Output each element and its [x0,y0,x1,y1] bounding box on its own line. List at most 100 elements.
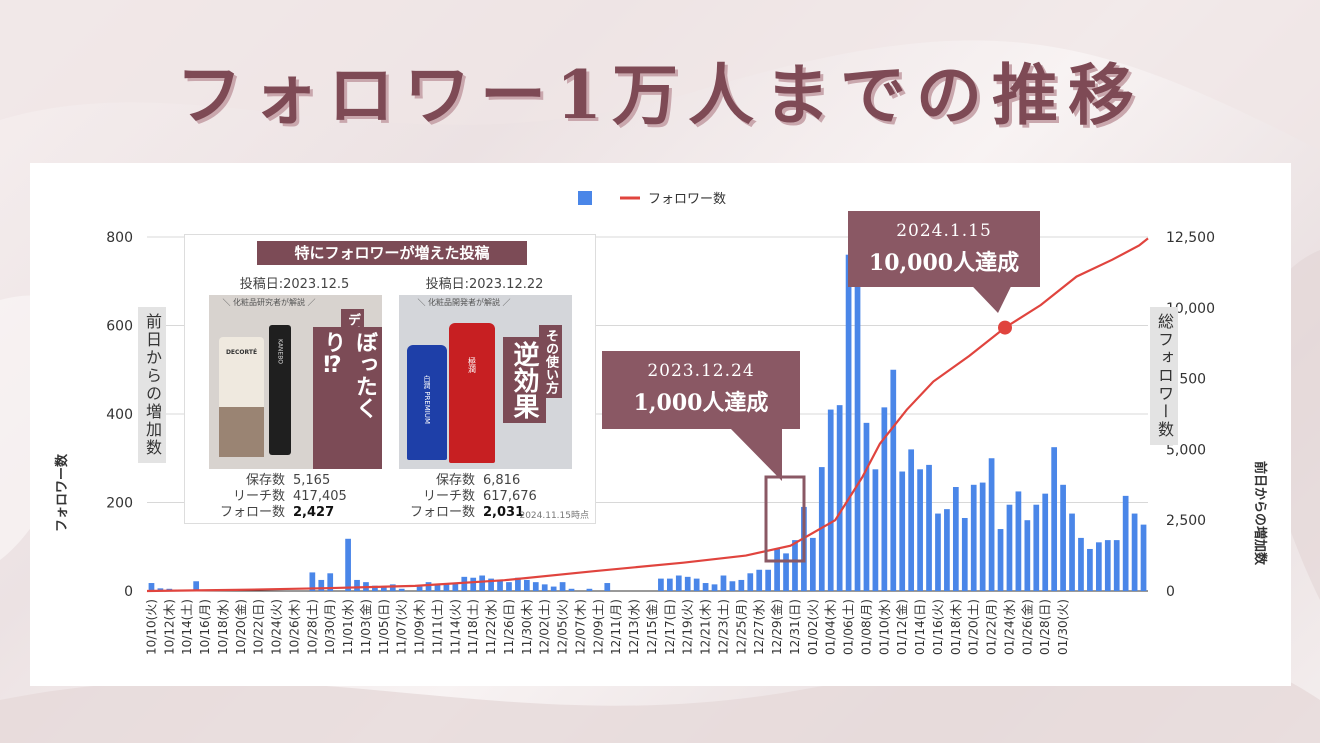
stat-row: 保存数 5,165 [207,473,387,489]
page-title: フォロワー1万人までの推移 [176,56,1144,134]
bar [148,583,155,591]
bar [729,581,736,591]
bar [881,407,888,591]
right-tick-label: 0 [1166,584,1175,600]
bar [425,582,432,591]
bar [952,487,959,591]
bar [443,584,450,591]
bar [944,509,950,591]
top-posts-inset: 特にフォロワーが増えた投稿 投稿日:2023.12.5 ＼ 化粧品研究者が解説 … [184,234,596,524]
stat-key: リーチ数 [422,489,475,504]
right-axis-title: 前日からの増加数 [1252,461,1268,566]
stat-value: 6,816 [483,473,521,488]
x-tick-label: 12/19(火) [681,599,695,655]
bar [675,575,682,591]
bar [193,581,200,591]
bar [568,588,575,591]
x-tick-label: 12/05(火) [556,599,570,655]
post-date: 投稿日:2023.12.22 [425,277,544,292]
bar [309,572,316,591]
left-tick-label: 0 [124,584,133,600]
stat-value: 617,676 [483,489,537,504]
x-tick-label: 11/18(土) [466,599,480,655]
x-tick-label: 01/22(月) [985,599,999,655]
bar [1069,513,1075,591]
bar [917,469,923,591]
left-axis-title: フォロワー数 [54,453,70,532]
x-tick-label: 12/27(水) [752,599,766,655]
legend-line-label: フォロワー数 [648,192,726,207]
product-brand-2: 極潤 [467,357,477,373]
product-brand: 白潤 PREMIUM [423,375,431,424]
bar [372,585,378,591]
x-tick-label: 12/25(月) [734,599,748,655]
x-tick-label: 12/23(土) [716,599,730,655]
product-brand: DECORTÉ [225,349,258,356]
x-tick-label: 12/21(木) [699,599,713,655]
bar [1015,491,1022,591]
bar [997,529,1004,591]
bar [380,586,387,591]
x-tick-label: 11/14(火) [448,599,462,655]
bar [774,548,780,591]
left-tick-label: 400 [106,407,133,423]
product-bottle-blue-icon: 白潤 PREMIUM [407,345,447,460]
bar [979,482,986,591]
x-tick-label: 01/18(木) [949,599,963,655]
bar [747,573,754,591]
bar [836,405,843,591]
x-tick-label: 11/30(木) [520,599,534,655]
stat-value: 417,405 [293,489,347,504]
bar [845,254,852,591]
post-caption: ＼ 化粧品研究者が解説 ／ [222,298,316,307]
stat-key: 保存数 [435,473,475,488]
bar [1042,493,1049,591]
product-brand-2: KANEBO [276,339,284,364]
bar [872,469,879,591]
bar [550,586,557,591]
bar [854,270,861,591]
callout-10000-text: 10,000人達成 [868,250,1020,276]
callout-1000: 2023.12.24 1,000人達成 [602,351,800,429]
left-tick-label: 600 [106,319,133,335]
legend-bar-swatch [578,191,592,205]
post-stats: 保存数 5,165 リーチ数 417,405 フォロー数 2,427 [207,473,387,521]
post-image: ＼ 化粧品開発者が解説 ／ 白潤 PREMIUM 極潤 その使い方 逆効果 [399,295,572,469]
bar [1078,537,1084,591]
right-tick-label: 2,500 [1166,513,1206,529]
bar [1024,520,1031,591]
post-image: ＼ 化粧品研究者が解説 ／ DECORTÉ KANEBO デパコスって… ぼった… [209,295,382,469]
stat-row: 保存数 6,816 [397,473,577,489]
right-axis-box: 総フォロワー数 [1150,307,1178,445]
stat-row: フォロー数 2,031 [397,505,577,521]
bar [899,471,906,591]
bar [434,584,441,591]
x-tick-label: 01/08(月) [859,599,873,655]
x-tick-label: 10/24(火) [270,599,284,655]
x-tick-label: 11/07(火) [395,599,409,655]
post-card-1: 投稿日:2023.12.5 ＼ 化粧品研究者が解説 ／ DECORTÉ KANE… [207,273,382,520]
bar [157,588,164,591]
bar [658,578,664,591]
inset-header: 特にフォロワーが増えた投稿 [257,241,527,265]
x-tick-label: 01/24(水) [1002,599,1016,655]
x-tick-label: 12/15(金) [644,599,659,655]
post-stats: 保存数 6,816 リーチ数 617,676 フォロー数 2,031 [397,473,577,521]
x-tick-label: 12/29(金) [769,599,784,655]
x-tick-label: 10/28(土) [305,599,319,655]
bar [684,576,691,591]
x-tick-label: 10/26(木) [287,599,301,655]
bar [970,484,977,591]
bar [532,582,539,591]
x-tick-label: 11/22(水) [484,599,498,655]
bar [1087,548,1093,591]
stat-value: 2,031 [483,505,525,520]
bar [765,569,772,591]
bar [935,513,941,591]
bar [354,579,360,591]
bar [1113,540,1120,591]
x-tick-label: 10/20(金) [233,599,248,655]
x-tick-label: 11/09(木) [413,599,427,655]
bar [541,584,548,591]
callout-10000: 2024.1.15 10,000人達成 [848,211,1040,287]
